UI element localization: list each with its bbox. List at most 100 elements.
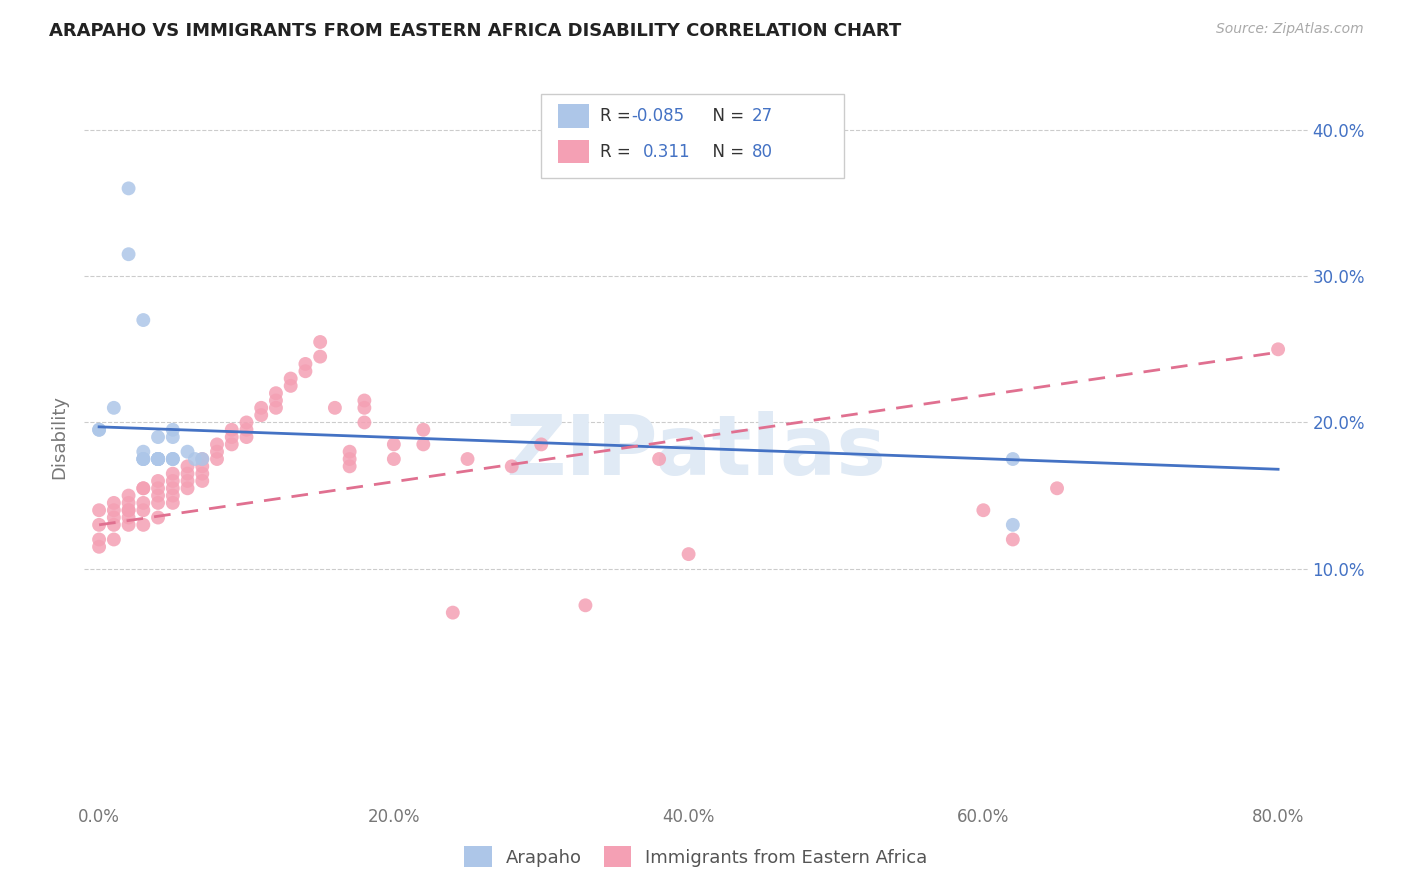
Point bbox=[294, 364, 316, 378]
Text: ZIPatlas: ZIPatlas bbox=[506, 411, 886, 492]
Point bbox=[280, 371, 302, 385]
Point bbox=[103, 533, 125, 547]
Point bbox=[574, 599, 596, 613]
Point bbox=[176, 444, 198, 458]
Point bbox=[412, 437, 434, 451]
Point bbox=[972, 503, 994, 517]
Point bbox=[132, 444, 155, 458]
Point bbox=[103, 510, 125, 524]
Point bbox=[87, 423, 110, 437]
Point bbox=[146, 452, 169, 467]
Point bbox=[205, 437, 228, 451]
Text: R =: R = bbox=[600, 143, 637, 161]
Point bbox=[323, 401, 346, 415]
Point bbox=[103, 503, 125, 517]
Point bbox=[132, 517, 155, 532]
Point bbox=[132, 481, 155, 495]
Point bbox=[1001, 517, 1024, 532]
Point bbox=[235, 416, 257, 430]
Point bbox=[191, 452, 214, 467]
Point bbox=[235, 430, 257, 444]
Point bbox=[221, 430, 243, 444]
Point bbox=[146, 452, 169, 467]
Point bbox=[117, 181, 139, 195]
Point bbox=[184, 452, 207, 467]
Text: R =: R = bbox=[600, 107, 637, 125]
Point bbox=[176, 474, 198, 488]
Point bbox=[103, 401, 125, 415]
Point bbox=[441, 606, 464, 620]
Point bbox=[412, 423, 434, 437]
Point bbox=[205, 444, 228, 458]
Point bbox=[162, 452, 184, 467]
Point bbox=[250, 408, 273, 422]
Point bbox=[162, 452, 184, 467]
Point bbox=[191, 467, 214, 481]
Text: 80: 80 bbox=[752, 143, 773, 161]
Point bbox=[132, 452, 155, 467]
Point bbox=[146, 452, 169, 467]
Text: Source: ZipAtlas.com: Source: ZipAtlas.com bbox=[1216, 22, 1364, 37]
Point bbox=[87, 423, 110, 437]
Point bbox=[146, 496, 169, 510]
Text: N =: N = bbox=[702, 107, 749, 125]
Point bbox=[117, 503, 139, 517]
Point bbox=[339, 459, 361, 474]
Point bbox=[117, 489, 139, 503]
Point bbox=[87, 533, 110, 547]
Point bbox=[205, 452, 228, 467]
Point bbox=[221, 423, 243, 437]
Point bbox=[146, 452, 169, 467]
Point bbox=[280, 379, 302, 393]
Point bbox=[235, 423, 257, 437]
Point bbox=[1001, 452, 1024, 467]
Point bbox=[191, 474, 214, 488]
Point bbox=[87, 503, 110, 517]
Point bbox=[132, 452, 155, 467]
Point bbox=[162, 430, 184, 444]
Point bbox=[353, 393, 375, 408]
Point bbox=[176, 481, 198, 495]
Point bbox=[146, 452, 169, 467]
Point bbox=[162, 496, 184, 510]
Point bbox=[530, 437, 553, 451]
Point bbox=[353, 401, 375, 415]
Point bbox=[457, 452, 479, 467]
Point bbox=[176, 459, 198, 474]
Point bbox=[117, 510, 139, 524]
Point bbox=[309, 334, 332, 349]
Point bbox=[221, 437, 243, 451]
Point bbox=[146, 489, 169, 503]
Point bbox=[264, 393, 287, 408]
Point bbox=[103, 496, 125, 510]
Text: ARAPAHO VS IMMIGRANTS FROM EASTERN AFRICA DISABILITY CORRELATION CHART: ARAPAHO VS IMMIGRANTS FROM EASTERN AFRIC… bbox=[49, 22, 901, 40]
Point bbox=[162, 452, 184, 467]
Point bbox=[339, 444, 361, 458]
Point bbox=[264, 401, 287, 415]
Point bbox=[87, 540, 110, 554]
Point bbox=[501, 459, 523, 474]
Point bbox=[162, 467, 184, 481]
Point bbox=[1267, 343, 1289, 357]
Point bbox=[191, 459, 214, 474]
Point bbox=[382, 452, 405, 467]
Point bbox=[132, 481, 155, 495]
Point bbox=[309, 350, 332, 364]
Point bbox=[264, 386, 287, 401]
Point bbox=[678, 547, 700, 561]
Text: 0.311: 0.311 bbox=[643, 143, 690, 161]
Point bbox=[382, 437, 405, 451]
Point bbox=[162, 423, 184, 437]
Point bbox=[117, 503, 139, 517]
Point bbox=[250, 401, 273, 415]
Point bbox=[162, 489, 184, 503]
Point bbox=[132, 452, 155, 467]
Point bbox=[87, 517, 110, 532]
Text: 27: 27 bbox=[752, 107, 773, 125]
Point bbox=[132, 503, 155, 517]
Point bbox=[339, 452, 361, 467]
Point bbox=[648, 452, 671, 467]
Legend: Arapaho, Immigrants from Eastern Africa: Arapaho, Immigrants from Eastern Africa bbox=[457, 839, 935, 874]
Point bbox=[117, 247, 139, 261]
Point bbox=[146, 474, 169, 488]
